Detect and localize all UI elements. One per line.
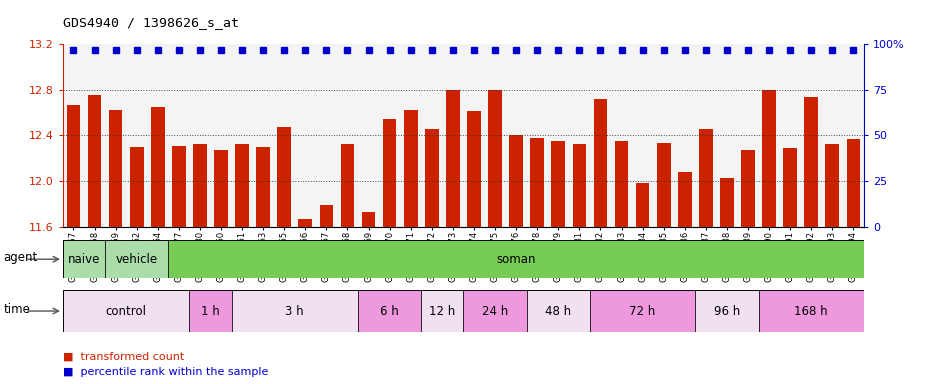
Bar xyxy=(404,110,417,227)
Bar xyxy=(762,90,776,227)
Bar xyxy=(805,97,818,227)
Bar xyxy=(67,104,80,227)
Bar xyxy=(696,290,758,332)
Bar xyxy=(358,290,421,332)
Bar xyxy=(88,96,102,227)
Text: time: time xyxy=(4,303,31,316)
Bar xyxy=(720,177,734,227)
Text: GDS4940 / 1398626_s_at: GDS4940 / 1398626_s_at xyxy=(63,16,239,29)
Bar xyxy=(657,143,671,227)
Bar xyxy=(635,183,649,227)
Text: 24 h: 24 h xyxy=(482,305,508,318)
Bar xyxy=(421,290,463,332)
Bar xyxy=(530,137,544,227)
Bar xyxy=(446,90,460,227)
Bar xyxy=(383,119,397,227)
Bar xyxy=(551,141,565,227)
Text: 6 h: 6 h xyxy=(380,305,399,318)
Bar xyxy=(63,290,190,332)
Bar xyxy=(699,129,712,227)
Bar xyxy=(846,139,860,227)
Text: ■  transformed count: ■ transformed count xyxy=(63,351,184,361)
Text: naive: naive xyxy=(68,253,100,266)
Bar xyxy=(678,172,692,227)
Bar xyxy=(425,129,438,227)
Bar xyxy=(235,144,249,227)
Text: agent: agent xyxy=(4,251,38,264)
Text: control: control xyxy=(105,305,147,318)
Bar xyxy=(319,205,333,227)
Text: 3 h: 3 h xyxy=(286,305,304,318)
Bar xyxy=(741,150,755,227)
Text: 12 h: 12 h xyxy=(429,305,455,318)
Bar xyxy=(215,150,228,227)
Bar xyxy=(190,290,231,332)
Bar xyxy=(615,141,628,227)
Text: 168 h: 168 h xyxy=(795,305,828,318)
Bar xyxy=(758,290,864,332)
Bar xyxy=(526,290,590,332)
Text: 1 h: 1 h xyxy=(201,305,220,318)
Bar xyxy=(362,212,376,227)
Bar xyxy=(172,146,186,227)
Bar xyxy=(467,111,481,227)
Bar xyxy=(299,218,312,227)
Bar xyxy=(278,127,291,227)
Bar xyxy=(463,290,526,332)
Text: vehicle: vehicle xyxy=(116,253,158,266)
Bar xyxy=(105,240,168,278)
Bar xyxy=(231,290,358,332)
Text: soman: soman xyxy=(497,253,536,266)
Bar xyxy=(193,144,207,227)
Bar xyxy=(151,107,165,227)
Text: 72 h: 72 h xyxy=(630,305,656,318)
Bar xyxy=(109,110,122,227)
Bar xyxy=(510,135,523,227)
Bar xyxy=(488,90,502,227)
Bar xyxy=(63,240,105,278)
Bar xyxy=(594,99,608,227)
Text: 96 h: 96 h xyxy=(714,305,740,318)
Text: 48 h: 48 h xyxy=(545,305,572,318)
Text: ■  percentile rank within the sample: ■ percentile rank within the sample xyxy=(63,367,268,377)
Bar xyxy=(825,144,839,227)
Bar xyxy=(340,144,354,227)
Bar xyxy=(590,290,696,332)
Bar xyxy=(130,147,143,227)
Bar xyxy=(256,147,270,227)
Bar xyxy=(168,240,864,278)
Bar xyxy=(783,148,797,227)
Bar xyxy=(573,144,586,227)
